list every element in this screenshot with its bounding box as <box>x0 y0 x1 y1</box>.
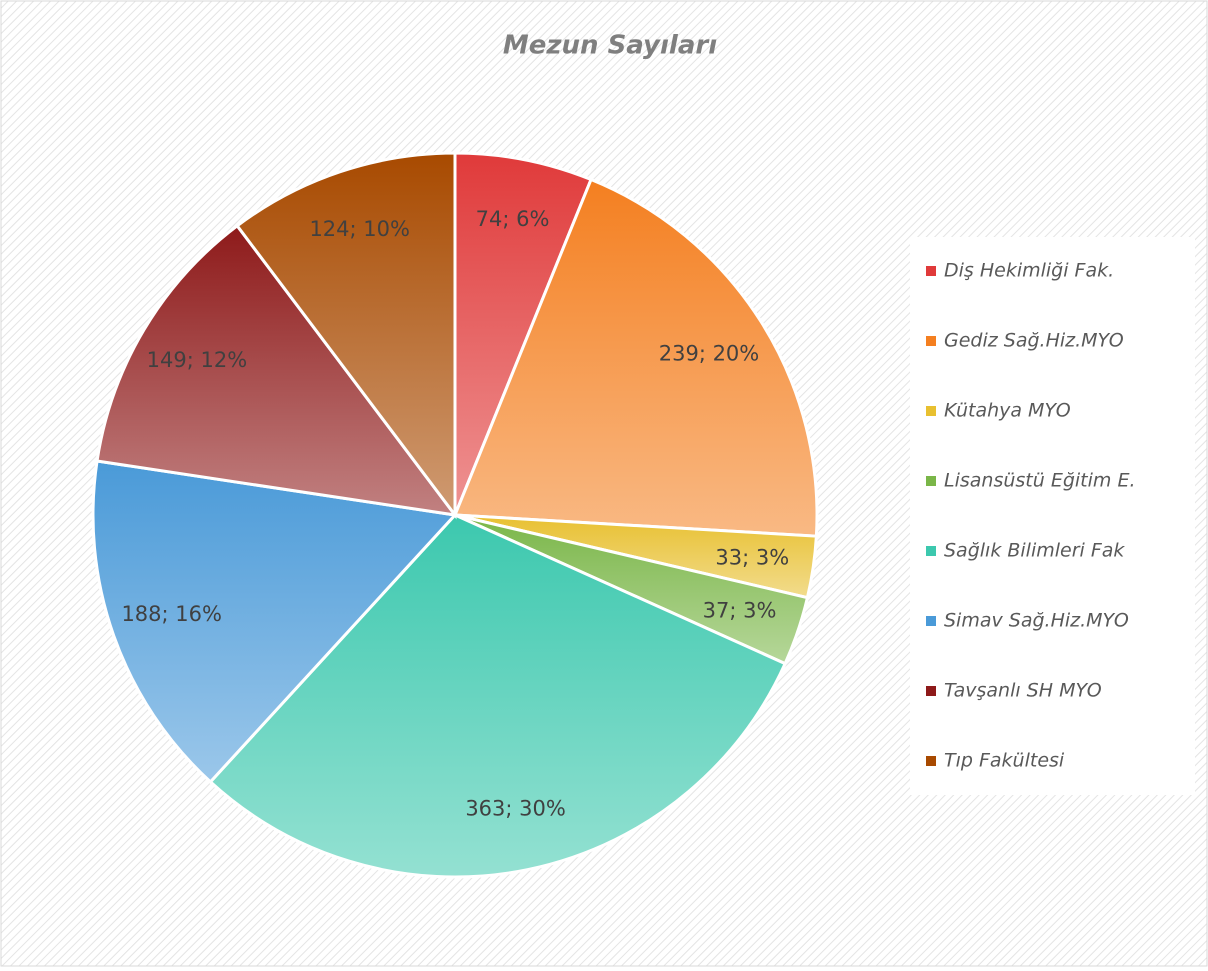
legend-marker <box>926 616 936 626</box>
legend-label: Lisansüstü Eğitim E. <box>944 470 1135 492</box>
legend-marker <box>926 546 936 556</box>
data-label: 37; 3% <box>703 598 777 622</box>
data-label: 124; 10% <box>309 217 410 241</box>
legend-label: Gediz Sağ.Hiz.MYO <box>944 330 1124 352</box>
pie-slice <box>453 151 593 516</box>
pie-slice <box>208 513 788 879</box>
legend-label: Kütahya MYO <box>944 400 1071 422</box>
chart-title: Mezun Sayıları <box>503 31 717 61</box>
pie-slice <box>91 459 459 785</box>
data-label: 239; 20% <box>659 342 760 366</box>
pie-slice <box>95 223 459 518</box>
legend-label: Diş Hekimliği Fak. <box>944 260 1114 282</box>
legend-label: Simav Sağ.Hiz.MYO <box>944 610 1129 632</box>
legend-label: Sağlık Bilimleri Fak <box>944 540 1125 562</box>
data-label: 33; 3% <box>715 545 789 569</box>
legend-marker <box>926 686 936 696</box>
legend-label: Tavşanlı SH MYO <box>944 680 1102 702</box>
legend-marker <box>926 266 936 276</box>
pie-slice <box>235 151 457 520</box>
data-label: 74; 6% <box>476 207 550 231</box>
legend-marker <box>926 476 936 486</box>
data-label: 363; 30% <box>465 796 566 820</box>
pie-slice <box>452 177 819 538</box>
data-label: 188; 16% <box>121 602 222 626</box>
legend-marker <box>926 756 936 766</box>
data-label: 149; 12% <box>147 348 248 372</box>
legend-marker <box>926 406 936 416</box>
legend-box <box>910 237 1195 795</box>
legend-label: Tıp Fakültesi <box>944 750 1065 772</box>
legend-marker <box>926 336 936 346</box>
